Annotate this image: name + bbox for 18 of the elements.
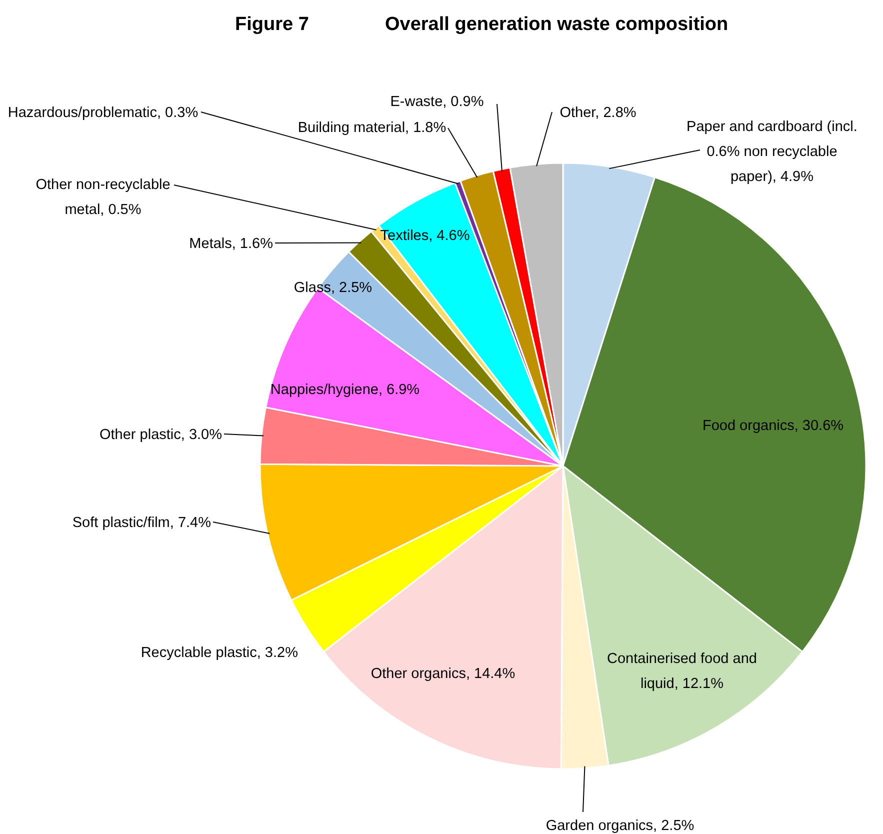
chart-title: Figure 7 bbox=[235, 14, 309, 35]
slice-label: Soft plastic/film, 7.4% bbox=[72, 515, 212, 531]
slice-label: Nappies/hygiene, 6.9% bbox=[270, 382, 420, 398]
slice-label: Hazardous/problematic, 0.3% bbox=[8, 105, 198, 121]
slice-label: Building material, 1.8% bbox=[298, 120, 446, 136]
slice-label: Other plastic, 3.0% bbox=[100, 427, 222, 443]
slice-label: Other non-recyclable metal, 0.5% bbox=[36, 177, 170, 218]
slice-label: Garden organics, 2.5% bbox=[546, 818, 694, 834]
slice-label: Containerised food and liquid, 12.1% bbox=[607, 651, 757, 692]
chart-subtitle: Overall generation waste composition bbox=[385, 14, 728, 35]
slice-label: Glass, 2.5% bbox=[294, 280, 372, 296]
slice-label: Food organics, 30.6% bbox=[702, 418, 844, 434]
slice-label: Other, 2.8% bbox=[560, 105, 636, 121]
slice-label: Other organics, 14.4% bbox=[370, 666, 516, 682]
slice-label: E-waste, 0.9% bbox=[390, 94, 484, 110]
slice-label: Paper and cardboard (incl. 0.6% non recyclable paper), 4.9% bbox=[686, 119, 858, 185]
slice-label: Recyclable plastic, 3.2% bbox=[140, 645, 298, 661]
slice-label: Metals, 1.6% bbox=[189, 236, 274, 252]
